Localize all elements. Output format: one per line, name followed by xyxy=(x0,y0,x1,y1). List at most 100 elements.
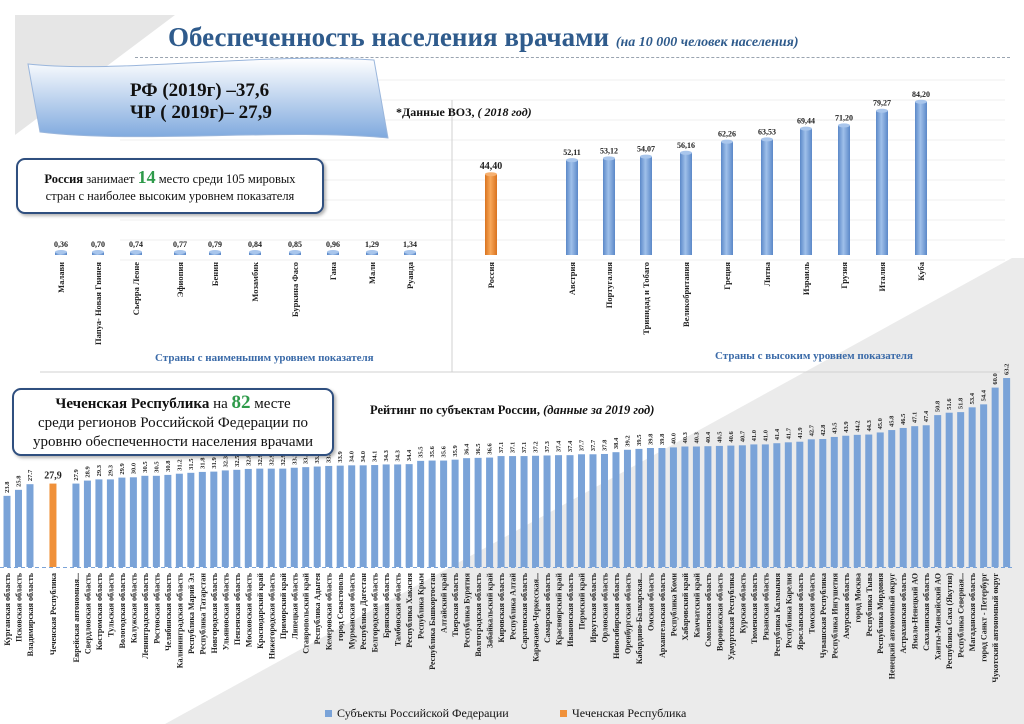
top-chart-grid xyxy=(120,79,1005,261)
category-label: Ивановская область xyxy=(566,572,575,647)
bar xyxy=(394,464,402,567)
category-label: Австрия xyxy=(567,262,577,296)
bar xyxy=(957,412,965,567)
data-label: 30.8 xyxy=(165,460,172,472)
category-label: Самарская область xyxy=(543,572,552,643)
data-label: 52,11 xyxy=(563,148,581,157)
category-label: Ульяновская область xyxy=(221,572,230,650)
data-label: 34.0 xyxy=(349,451,356,462)
bar-cap xyxy=(640,154,652,159)
bar xyxy=(681,446,689,567)
data-label: 0,36 xyxy=(54,240,68,249)
bar-cap xyxy=(209,250,221,254)
bar xyxy=(382,464,390,567)
bar xyxy=(922,425,930,567)
who-note: *Данные ВОЗ, ( 2018 год) xyxy=(396,105,532,119)
bar-cap xyxy=(680,150,692,155)
bar xyxy=(784,442,792,567)
bar xyxy=(635,448,643,567)
data-label: 37.2 xyxy=(533,441,540,452)
bar xyxy=(72,483,80,567)
rf-value: РФ (2019г) –37,6 xyxy=(130,80,270,101)
summary-banner: РФ (2019г) –37,6 ЧР ( 2019г)– 27,9 xyxy=(130,80,272,124)
bar xyxy=(830,436,838,567)
bar xyxy=(520,456,528,567)
data-label: 32.5 xyxy=(234,455,241,467)
bar xyxy=(141,475,149,567)
data-label: 37.4 xyxy=(567,440,574,452)
category-label: Оренбургская область xyxy=(623,572,632,654)
data-label: 36.6 xyxy=(487,442,494,454)
bar xyxy=(279,468,287,567)
legend-swatch xyxy=(325,710,332,717)
category-label: Малави xyxy=(56,262,66,293)
data-label: 23.8 xyxy=(4,481,11,493)
category-label: Смоленская область xyxy=(704,572,713,647)
category-label: Белгородская область xyxy=(371,572,380,652)
bar-cap xyxy=(876,108,888,113)
data-label: 34.3 xyxy=(395,449,402,461)
data-label: 43.5 xyxy=(831,422,838,434)
bar xyxy=(566,160,578,255)
data-label: 0,85 xyxy=(288,240,302,249)
data-label: 84,20 xyxy=(912,90,930,99)
data-label: 0,74 xyxy=(129,240,143,249)
summary-banner-shape xyxy=(27,57,389,139)
category-label: Литва xyxy=(762,261,772,286)
bar-cap xyxy=(174,250,186,254)
data-label: 34.3 xyxy=(383,449,390,461)
category-label: Ростовская область xyxy=(152,572,161,643)
category-label: Сахалинская область xyxy=(922,572,931,651)
bar xyxy=(463,458,471,567)
cr-value: ЧР ( 2019г)– 27,9 xyxy=(130,102,272,123)
bar xyxy=(371,465,379,567)
category-label: Бенин xyxy=(210,262,220,286)
category-label: Республика Крым xyxy=(417,572,426,638)
bar xyxy=(899,427,907,567)
category-label: Грузия xyxy=(839,262,849,289)
data-label: 32.3 xyxy=(222,455,229,467)
data-label: 27.7 xyxy=(27,469,34,481)
group-label-high: Страны с высоким уровнем показателя xyxy=(715,350,913,362)
data-label: 28.9 xyxy=(84,465,91,477)
bar xyxy=(118,477,126,567)
data-label: 36.5 xyxy=(475,443,482,455)
category-label: Ленинградская область xyxy=(141,572,150,659)
page-subtitle: (на 10 000 человек населения) xyxy=(615,35,799,50)
data-label: 41.7 xyxy=(785,427,792,439)
bar xyxy=(198,471,206,567)
data-label: 30.0 xyxy=(130,463,137,474)
bar xyxy=(440,460,448,567)
category-label: Архангельская область xyxy=(658,572,667,658)
category-label: Карачаево-Черкесская... xyxy=(532,573,541,662)
category-label: Республика Коми xyxy=(669,573,678,637)
data-label: 1,34 xyxy=(403,240,417,249)
category-label: Италия xyxy=(877,262,887,292)
bar xyxy=(428,460,436,567)
category-label: город Москва xyxy=(853,573,862,623)
data-label: 27,9 xyxy=(44,471,62,482)
bar xyxy=(256,468,264,567)
bar xyxy=(704,446,712,567)
bar xyxy=(876,110,888,255)
bar xyxy=(800,128,812,255)
category-label: Кировская область xyxy=(497,572,506,642)
bar xyxy=(612,452,620,567)
category-label: Волгоградская область xyxy=(474,572,483,656)
category-label: Республика Алтай xyxy=(509,573,518,640)
bar xyxy=(727,445,735,567)
category-label: Тринидад и Тобаго xyxy=(641,262,651,335)
group-label-low: Страны с наименьшим уровнем показателя xyxy=(155,352,374,364)
bar xyxy=(876,432,884,567)
data-label: 63.2 xyxy=(1004,364,1011,375)
bar xyxy=(555,455,563,567)
category-label: Ставропольский край xyxy=(302,573,311,654)
data-label: 33.4 xyxy=(303,452,310,464)
data-label: 0,79 xyxy=(208,240,222,249)
data-label: 40.6 xyxy=(728,430,735,442)
bar-cap xyxy=(721,139,733,144)
bar xyxy=(692,446,700,567)
data-label: 60.0 xyxy=(992,373,999,384)
bar xyxy=(26,484,34,567)
category-label: Рязанская область xyxy=(761,572,770,640)
